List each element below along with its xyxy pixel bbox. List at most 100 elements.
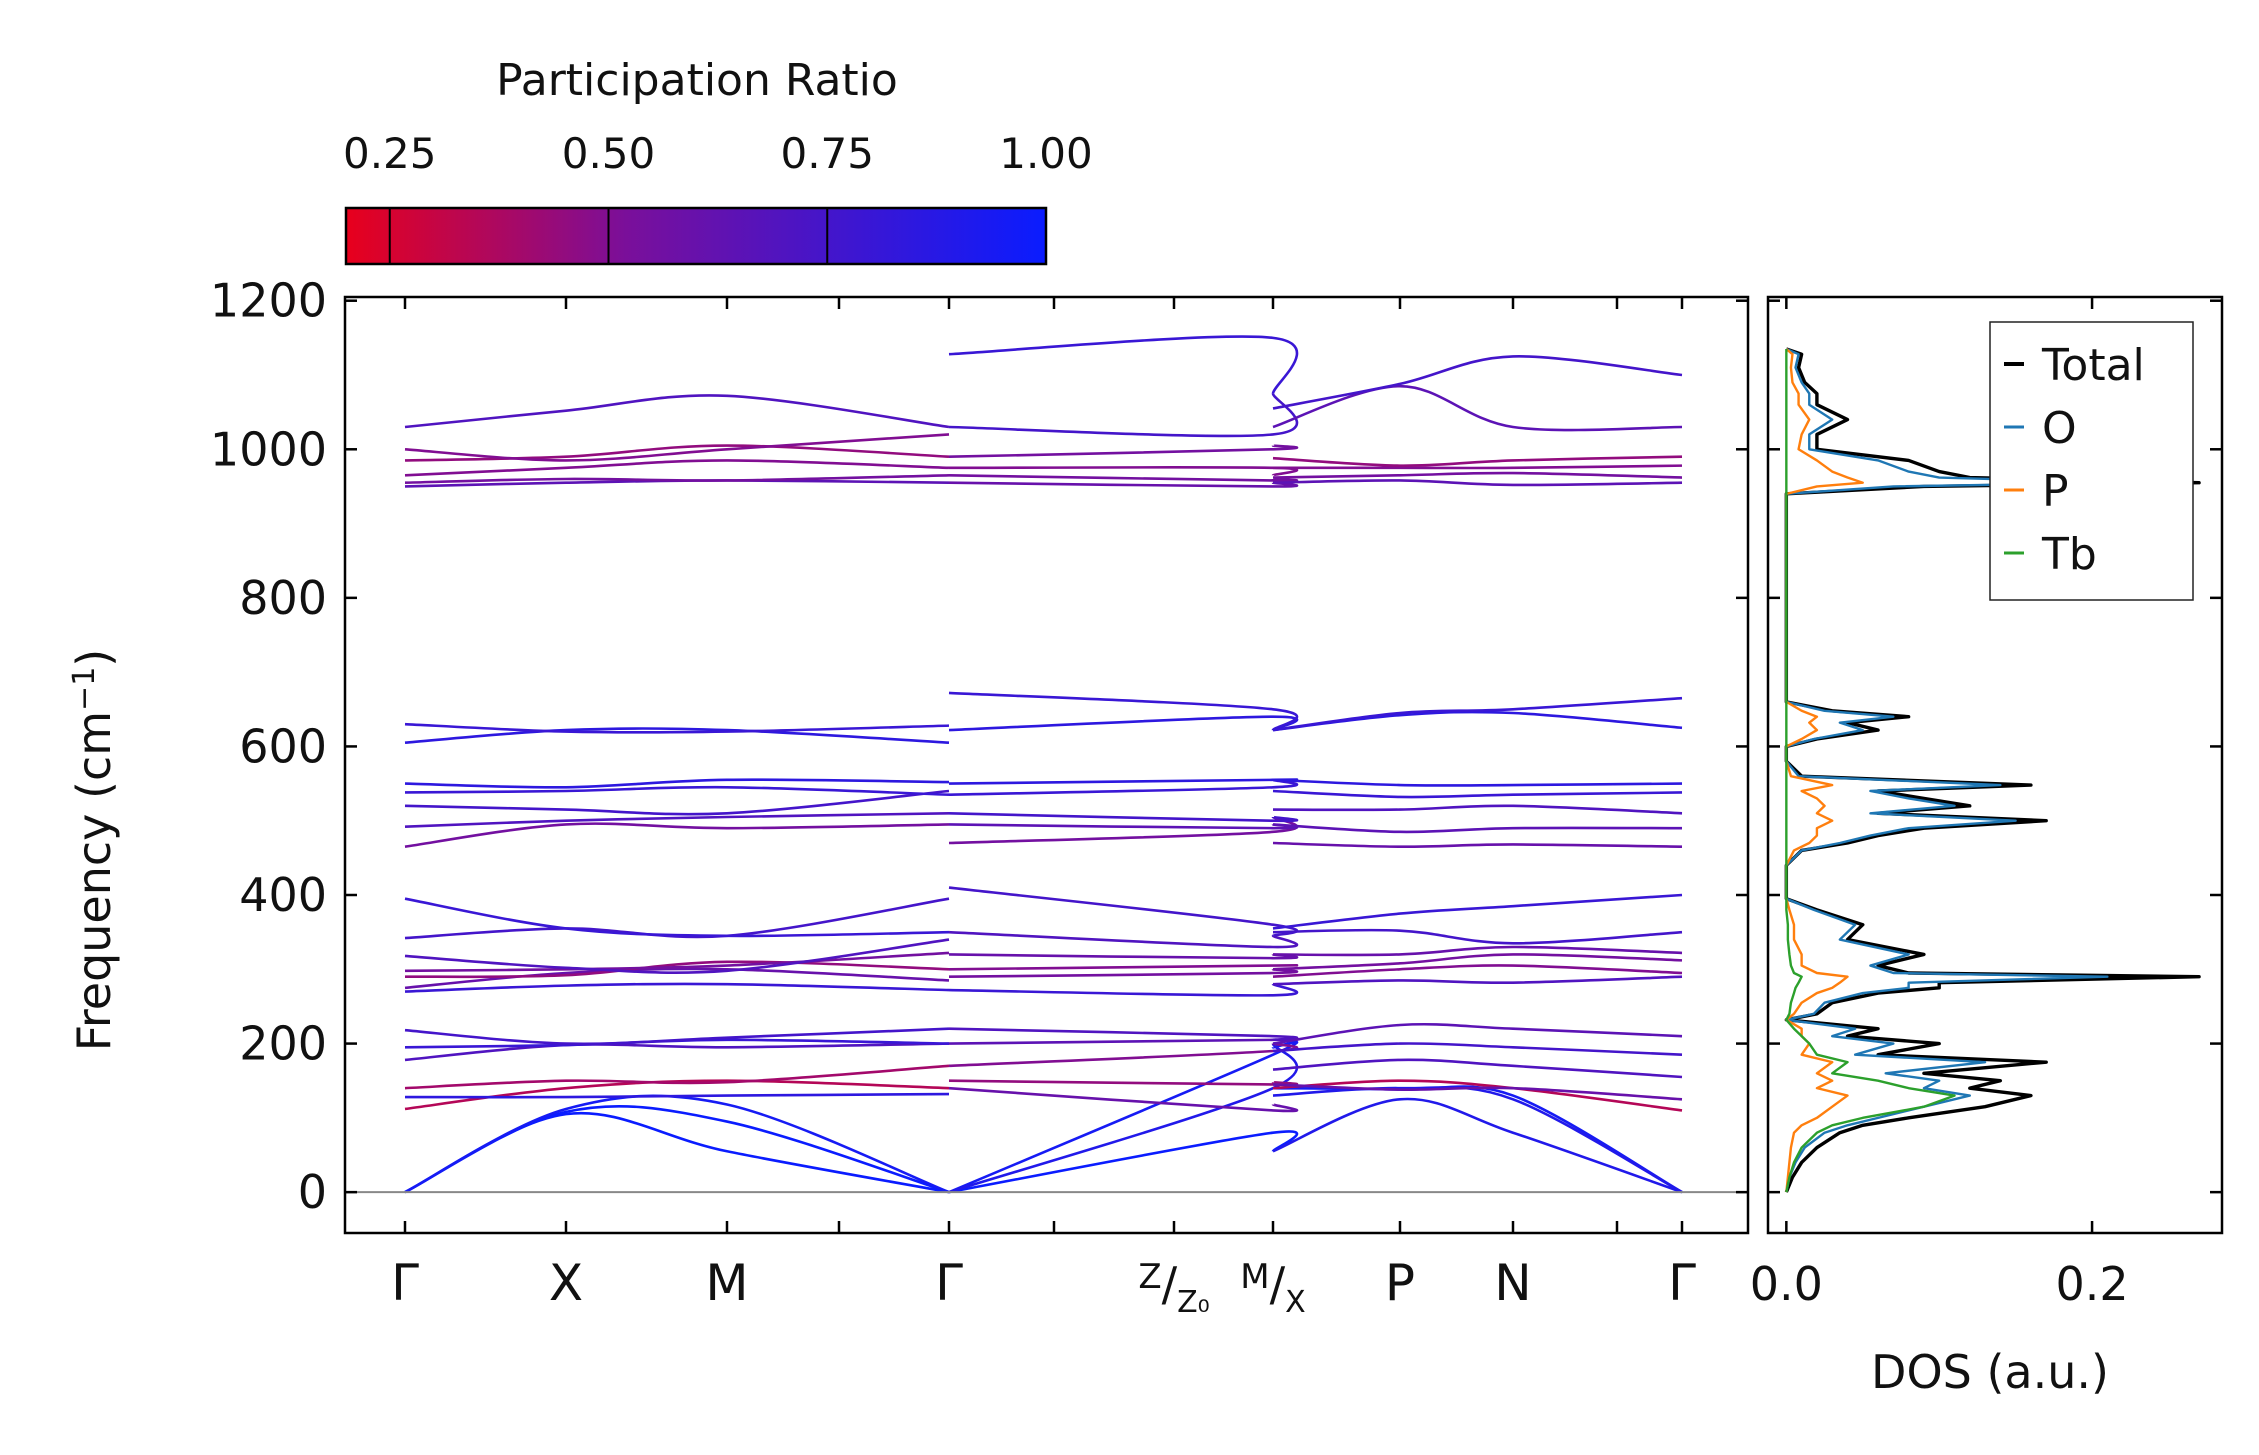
phonon-band — [404, 897, 950, 938]
phonon-band — [404, 444, 950, 462]
phonon-band — [404, 822, 950, 849]
high-symmetry-label: M — [705, 1254, 748, 1312]
phonon-band — [404, 967, 950, 990]
band-plot-frame — [343, 295, 1750, 1235]
dos-legend: Total OP Tb — [1989, 321, 2194, 601]
phonon-band — [404, 433, 950, 462]
phonon-band — [1272, 1083, 1683, 1101]
legend-label-tb: Tb — [2041, 529, 2097, 580]
phonon-band — [948, 811, 1299, 823]
colorbar-tick-label: 1.00 — [999, 129, 1093, 178]
dos-line-p — [1785, 348, 1864, 1193]
y-tick-label: 1000 — [210, 422, 327, 476]
phonon-band — [404, 897, 950, 940]
phonon-band — [948, 1086, 1299, 1113]
phonon-band — [948, 444, 1299, 459]
phonon-band — [948, 1038, 1299, 1045]
phonon-band — [1272, 696, 1683, 732]
phonon-band — [948, 1042, 1299, 1068]
phonon-band — [948, 967, 1299, 979]
phonon-band — [948, 393, 1299, 438]
y-tick-label: 0 — [298, 1165, 327, 1219]
phonon-band — [948, 778, 1299, 797]
high-symmetry-label: P — [1385, 1254, 1415, 1312]
high-symmetry-label: X — [549, 1254, 583, 1312]
phonon-band — [1272, 479, 1683, 487]
phonon-band — [1272, 964, 1683, 979]
high-symmetry-label: N — [1494, 1254, 1531, 1312]
phonon-band — [1272, 953, 1683, 971]
phonon-band — [404, 722, 950, 734]
high-symmetry-label: Γ — [935, 1254, 963, 1312]
legend-label-o: O — [2042, 403, 2077, 454]
y-tick-label: 400 — [239, 868, 327, 922]
dos-x-axis-label: DOS (a.u.) — [1871, 1345, 2109, 1399]
phonon-band — [1272, 355, 1683, 410]
phonon-band — [1272, 1058, 1683, 1079]
phonon-band — [948, 1027, 1299, 1042]
phonon-band — [1272, 893, 1683, 930]
phonon-band — [948, 1079, 1299, 1086]
phonon-band — [948, 1042, 1299, 1194]
phonon-band — [948, 481, 1299, 488]
phonon-band — [1272, 1079, 1683, 1112]
dos-plot-frame — [1766, 295, 2224, 1235]
phonon-band — [1272, 455, 1683, 467]
phonon-band — [948, 778, 1299, 785]
phonon-band — [404, 459, 950, 477]
phonon-band — [1272, 471, 1683, 479]
phonon-band — [404, 1092, 950, 1099]
band-structure-panel: 0 200 400 600 800 1000 1200 Γ X M Γ Z/Z₀ M/X P N Γ Fre… — [67, 274, 1750, 1320]
colorbar-title: Participation Ratio — [496, 55, 898, 106]
phonon-band — [1272, 823, 1683, 834]
high-symmetry-label: Γ — [391, 1254, 419, 1312]
phonon-band — [404, 1111, 950, 1194]
y-tick-label: 600 — [239, 719, 327, 773]
phonon-band — [1272, 384, 1683, 432]
phonon-band — [948, 1040, 1299, 1194]
phonon-band — [404, 394, 950, 429]
phonon-band — [948, 953, 1299, 960]
legend-label-p: P — [2042, 466, 2069, 517]
phonon-band — [404, 785, 950, 797]
legend-label-total: Total — [2041, 340, 2145, 391]
phonon-band — [1272, 789, 1683, 799]
phonon-band — [1272, 1022, 1683, 1045]
colorbar-gradient — [344, 206, 1048, 266]
y-tick-label: 1200 — [210, 274, 327, 328]
phonon-band — [404, 1064, 950, 1090]
phonon-band — [404, 778, 950, 789]
phonon-band — [404, 789, 950, 816]
dos-x-tick-label: 0.2 — [2055, 1257, 2128, 1311]
phonon-band — [404, 811, 950, 828]
phonon-band — [1272, 928, 1683, 945]
phonon-band — [1272, 945, 1683, 957]
colorbar: Participation Ratio 0.25 0.50 0.75 1.00 — [343, 55, 1093, 266]
phonon-band — [1272, 464, 1683, 470]
phonon-band — [404, 1104, 950, 1194]
phonon-band — [404, 473, 950, 485]
phonon-band — [1272, 1042, 1683, 1057]
high-symmetry-label: Z/Z₀ — [1138, 1257, 1209, 1320]
phonon-band — [404, 727, 950, 745]
phonon-band — [948, 715, 1299, 732]
phonon-band — [948, 466, 1299, 477]
phonon-band — [948, 335, 1299, 394]
y-tick-label: 800 — [239, 571, 327, 625]
phonon-band — [404, 951, 950, 973]
phonon-band — [948, 982, 1299, 997]
phonon-band — [1272, 975, 1683, 986]
high-symmetry-label: M/X — [1240, 1257, 1305, 1320]
phonon-band — [948, 823, 1299, 830]
colorbar-tick-label: 0.75 — [780, 129, 874, 178]
phonon-band — [948, 963, 1299, 971]
phonon-band — [1272, 778, 1683, 787]
phonon-band — [1272, 1085, 1683, 1194]
phonon-band — [948, 691, 1299, 732]
dos-line-tb — [1785, 349, 1956, 1193]
high-symmetry-label: Γ — [1668, 1254, 1696, 1312]
phonon-band — [1272, 1097, 1683, 1194]
phonon-band — [404, 938, 950, 974]
colorbar-tick-label: 0.50 — [562, 129, 656, 178]
